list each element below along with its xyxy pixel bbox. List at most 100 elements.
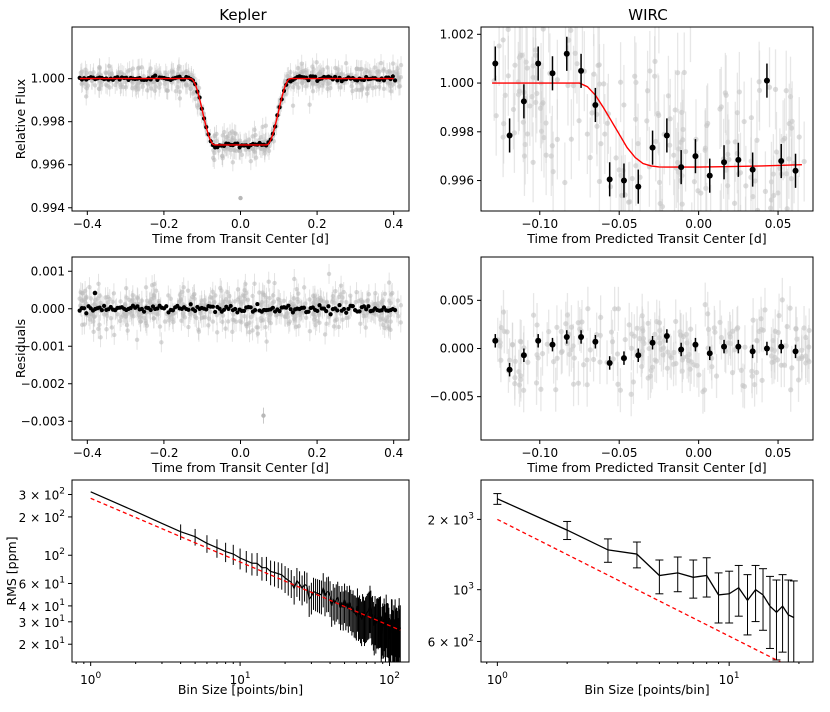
raw-point [295, 66, 301, 71]
raw-point [223, 326, 228, 331]
binned-point [606, 359, 613, 366]
x-tick-label-base: 10 [487, 673, 502, 687]
wirc-resid-plot [492, 277, 812, 417]
raw-point [628, 391, 634, 397]
raw-point [333, 65, 338, 71]
raw-point [390, 290, 395, 296]
x-tick-label: −0.05 [601, 446, 638, 460]
raw-point [162, 319, 168, 324]
raw-point [579, 319, 585, 325]
rms-errorbars [493, 493, 798, 662]
raw-point [625, 199, 632, 205]
x-tick-label-base: 10 [719, 673, 734, 687]
raw-point [151, 316, 157, 321]
raw-point [118, 314, 124, 320]
raw-point [358, 321, 363, 326]
raw-point [196, 327, 201, 332]
x-tick-label: 0.05 [765, 446, 792, 460]
raw-point [108, 315, 114, 321]
raw-point [705, 311, 711, 317]
raw-point [252, 281, 257, 286]
raw-point [125, 328, 130, 333]
raw-point [786, 121, 792, 127]
x-tick-label: −0.4 [73, 217, 102, 231]
raw-point [274, 312, 280, 317]
raw-point [225, 319, 231, 324]
raw-point [214, 330, 220, 335]
raw-point [799, 354, 805, 360]
raw-point [230, 160, 236, 165]
raw-point [500, 37, 506, 43]
x-tick-label: 101 [230, 671, 251, 687]
x-tick-label-base: 10 [379, 673, 394, 687]
raw-point [674, 159, 681, 166]
y-tick-label: −0.003 [21, 414, 65, 428]
raw-point [157, 324, 163, 329]
raw-point [263, 325, 268, 330]
raw-point [730, 328, 736, 334]
wirc-binned-points [492, 36, 799, 204]
raw-point [584, 131, 590, 137]
raw-point [758, 316, 764, 322]
y-tick-label: 0.998 [440, 125, 474, 139]
rms-errorbars [180, 524, 401, 662]
raw-point [330, 294, 336, 299]
raw-point [373, 290, 378, 296]
raw-point [773, 149, 780, 155]
raw-point [301, 285, 307, 290]
raw-point [291, 316, 297, 321]
raw-point [317, 320, 322, 325]
raw-point [375, 73, 380, 78]
raw-point [380, 322, 386, 328]
kepler_resid-axes: −0.4 −0.2 0.0 0.2 0.4 −0.003 −0.002 −0.001 0.000… [13, 256, 410, 475]
binned-point [392, 78, 398, 83]
raw-point [512, 381, 518, 387]
raw-point [92, 301, 97, 307]
raw-point [176, 299, 182, 304]
raw-point [149, 282, 155, 288]
raw-point [190, 294, 195, 300]
raw-point [333, 288, 338, 294]
raw-point [553, 387, 559, 393]
x-tick-label-exp: 1 [734, 671, 740, 681]
raw-point [727, 334, 733, 340]
x-tick-label: 102 [379, 671, 400, 687]
raw-point [115, 312, 120, 317]
raw-point [762, 188, 768, 194]
raw-point [656, 112, 662, 118]
raw-point [801, 158, 807, 165]
raw-point [139, 65, 144, 70]
raw-point [732, 139, 738, 145]
y-tick-label-exp: 1 [59, 614, 65, 624]
binned-point [193, 308, 198, 314]
raw-point [501, 121, 507, 127]
raw-point [575, 380, 582, 386]
raw-point [688, 326, 694, 332]
raw-point [96, 326, 101, 332]
raw-point [649, 364, 656, 370]
binned-point [135, 304, 140, 309]
raw-point [554, 77, 560, 83]
y-tick-label: −0.002 [21, 377, 65, 391]
raw-point [597, 359, 603, 365]
y-tick-label: 0.998 [31, 115, 65, 129]
raw-point [206, 316, 212, 321]
raw-point [230, 329, 235, 334]
raw-point [139, 298, 145, 303]
raw-point [84, 82, 89, 87]
binned-point [170, 308, 176, 313]
raw-point [701, 387, 708, 393]
raw-point [134, 337, 140, 343]
raw-point [223, 296, 229, 302]
raw-point [86, 313, 92, 319]
raw-point [185, 288, 191, 293]
raw-point [208, 294, 213, 300]
y-tick-label: 2 × 103 [428, 511, 474, 527]
binned-point [663, 132, 670, 139]
raw-point [278, 312, 284, 317]
raw-point [683, 148, 689, 155]
binned-point [286, 303, 291, 308]
raw-point [671, 349, 677, 356]
binned-point [188, 302, 193, 307]
raw-point [680, 137, 686, 143]
